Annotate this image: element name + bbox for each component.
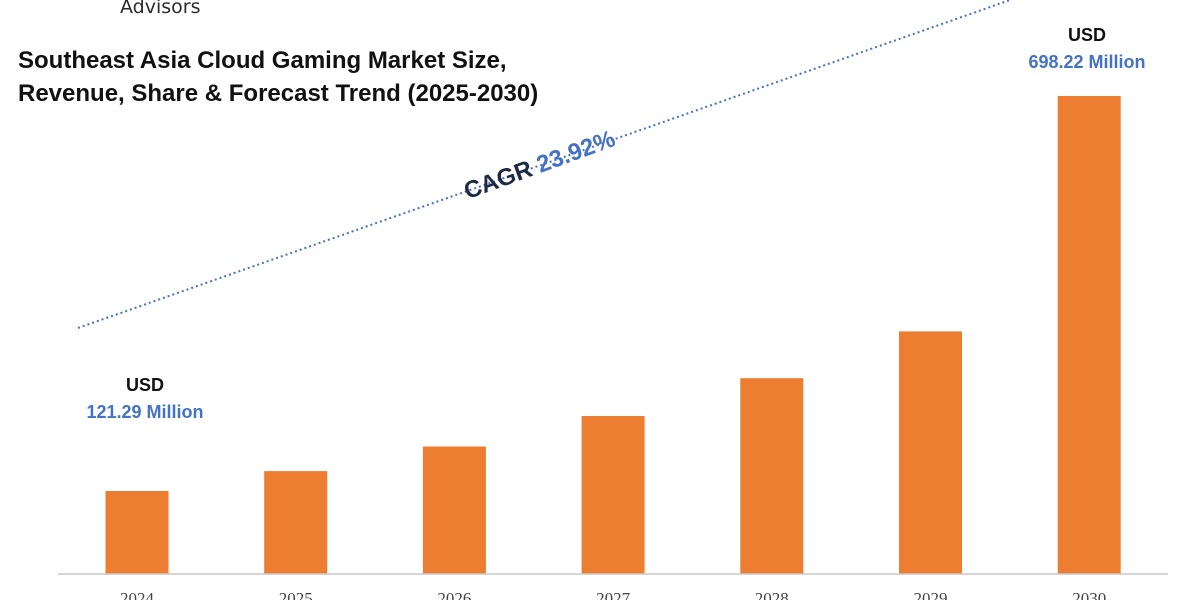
brand-name: Advisors	[120, 0, 201, 18]
x-tick-2024: 2024	[120, 589, 155, 600]
x-tick-2025: 2025	[279, 589, 313, 600]
x-tick-2030: 2030	[1072, 589, 1106, 600]
bar-2024	[105, 491, 169, 574]
bar-2028	[740, 378, 804, 574]
x-tick-2027: 2027	[596, 589, 631, 600]
last-bar-value: 698.22 Million	[1028, 52, 1146, 72]
bar-2027	[581, 416, 645, 574]
chart-title-line-1: Southeast Asia Cloud Gaming Market Size,	[18, 47, 507, 74]
bar-group	[105, 96, 1121, 574]
x-tick-2028: 2028	[755, 589, 789, 600]
bar-2030	[1057, 96, 1121, 574]
first-bar-annotation: USD 121.29 Million	[60, 372, 230, 426]
bar-2026	[422, 446, 486, 574]
first-bar-unit: USD	[125, 375, 164, 395]
last-bar-annotation: USD 698.22 Million	[1002, 22, 1172, 76]
x-tick-2029: 2029	[914, 589, 948, 600]
x-tick-2026: 2026	[437, 589, 471, 600]
bar-2025	[264, 471, 328, 574]
x-tick-group: 2024 2025 2026 2027 2028 2029 2030	[120, 589, 1106, 600]
bar-2029	[899, 331, 962, 574]
chart-title-line-2: Revenue, Share & Forecast Trend (2025-20…	[18, 80, 539, 107]
chart-title: Southeast Asia Cloud Gaming Market Size,…	[18, 44, 538, 110]
first-bar-value: 121.29 Million	[86, 402, 204, 422]
last-bar-unit: USD	[1067, 25, 1106, 45]
